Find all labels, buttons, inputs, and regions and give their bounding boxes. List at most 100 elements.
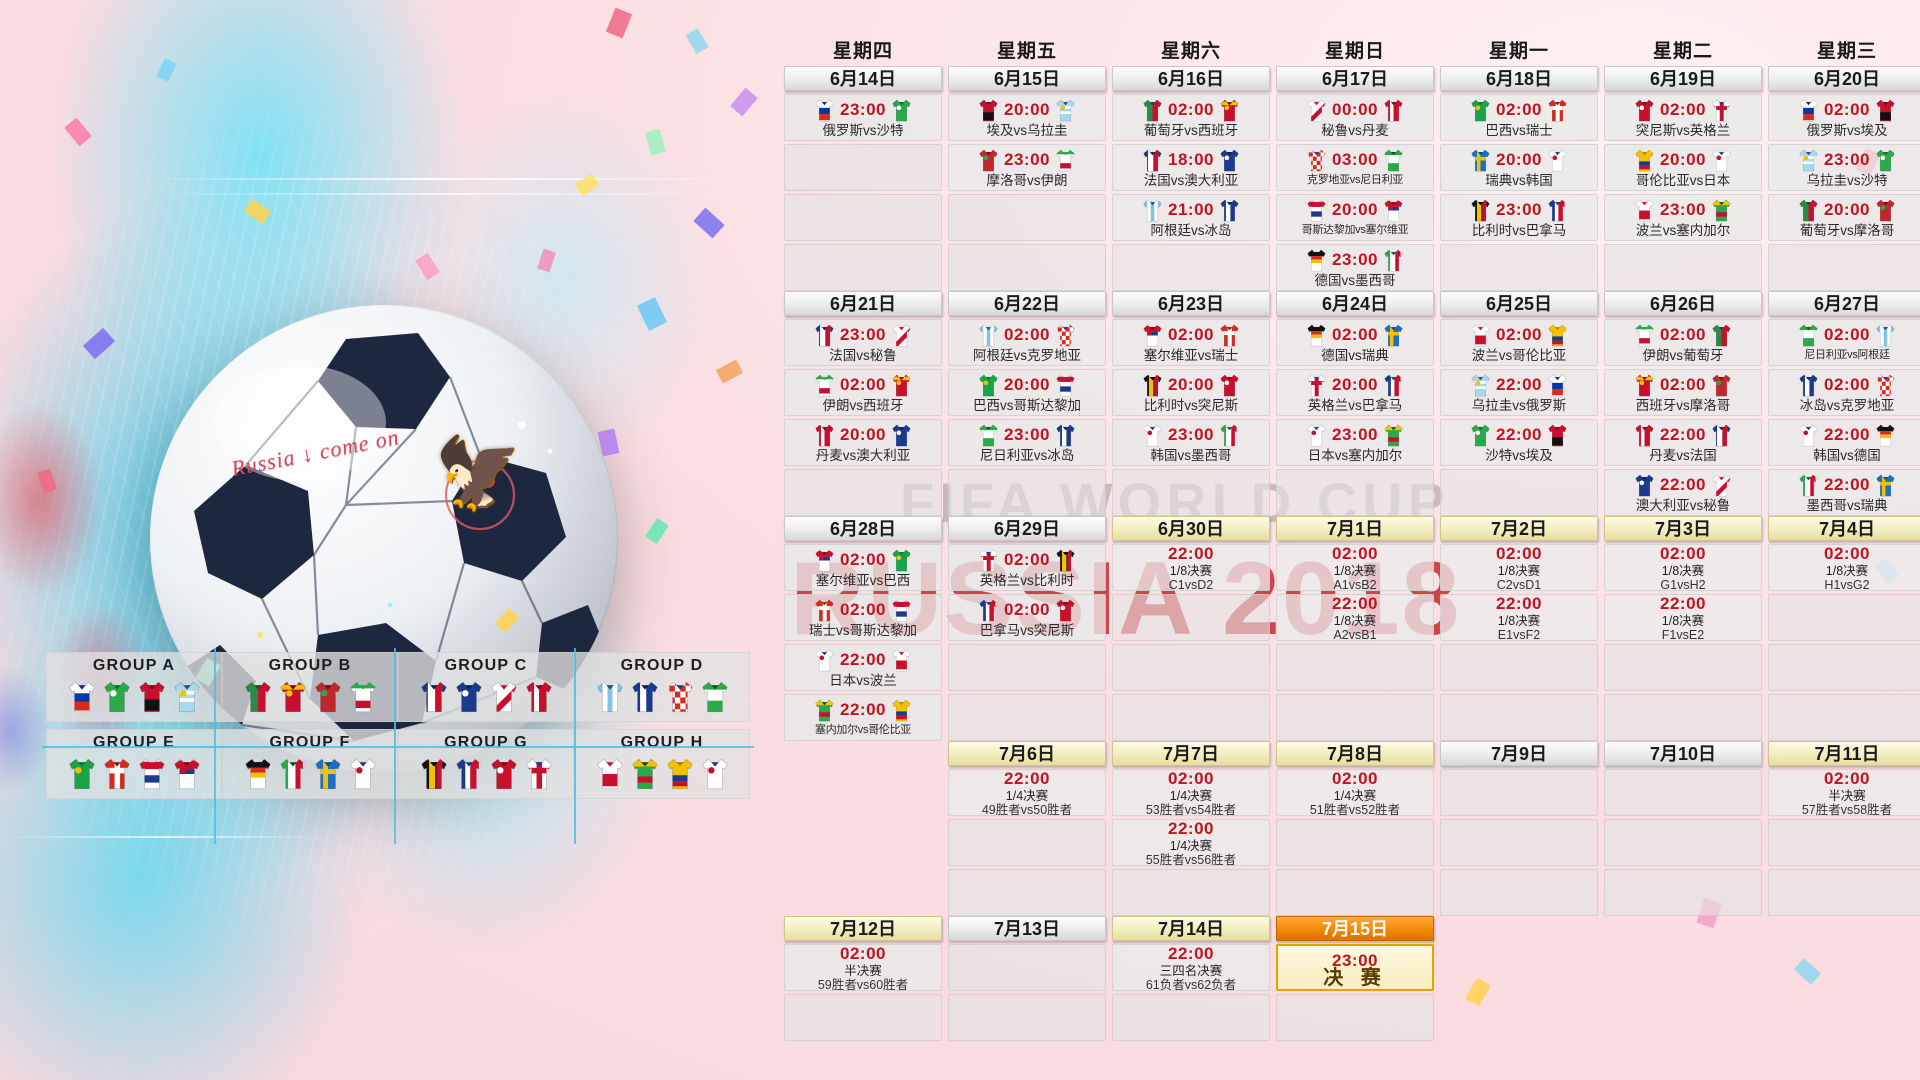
group-match[interactable]: 02:00 葡萄牙vs西班牙 bbox=[1112, 94, 1270, 141]
group-match[interactable]: 18:00 法国vs澳大利亚 bbox=[1112, 144, 1270, 191]
knockout-match[interactable]: 23:00 决 赛 bbox=[1276, 944, 1434, 991]
date-label-7月2日[interactable]: 7月2日 bbox=[1440, 516, 1598, 541]
group-box-group-e[interactable]: GROUP E bbox=[46, 729, 222, 799]
group-match[interactable]: 23:00 尼日利亚vs冰岛 bbox=[948, 419, 1106, 466]
date-label-6月23日[interactable]: 6月23日 bbox=[1112, 291, 1270, 316]
group-match[interactable]: 23:00 波兰vs塞内加尔 bbox=[1604, 194, 1762, 241]
date-label-6月15日[interactable]: 6月15日 bbox=[948, 66, 1106, 91]
group-match[interactable]: 23:00 德国vs墨西哥 bbox=[1276, 244, 1434, 291]
date-label-7月11日[interactable]: 7月11日 bbox=[1768, 741, 1920, 766]
group-box-group-b[interactable]: GROUP B bbox=[222, 652, 398, 722]
date-label-7月12日[interactable]: 7月12日 bbox=[784, 916, 942, 941]
group-match[interactable]: 02:00 塞尔维亚vs巴西 bbox=[784, 544, 942, 591]
group-match[interactable]: 02:00 西班牙vs摩洛哥 bbox=[1604, 369, 1762, 416]
group-match[interactable]: 02:00 伊朗vs西班牙 bbox=[784, 369, 942, 416]
date-label-7月14日[interactable]: 7月14日 bbox=[1112, 916, 1270, 941]
group-match[interactable]: 22:00 韩国vs德国 bbox=[1768, 419, 1920, 466]
knockout-match[interactable]: 02:00 1/4决赛 51胜者vs52胜者 bbox=[1276, 769, 1434, 817]
group-match[interactable]: 22:00 墨西哥vs瑞典 bbox=[1768, 469, 1920, 516]
date-label-6月17日[interactable]: 6月17日 bbox=[1276, 66, 1434, 91]
knockout-match[interactable]: 02:00 1/8决赛 C2vsD1 bbox=[1440, 544, 1598, 592]
date-label-6月16日[interactable]: 6月16日 bbox=[1112, 66, 1270, 91]
date-label-6月27日[interactable]: 6月27日 bbox=[1768, 291, 1920, 316]
date-label-7月3日[interactable]: 7月3日 bbox=[1604, 516, 1762, 541]
date-label-6月20日[interactable]: 6月20日 bbox=[1768, 66, 1920, 91]
knockout-match[interactable]: 22:00 三四名决赛 61负者vs62负者 bbox=[1112, 944, 1270, 992]
date-label-6月24日[interactable]: 6月24日 bbox=[1276, 291, 1434, 316]
group-match[interactable]: 02:00 波兰vs哥伦比亚 bbox=[1440, 319, 1598, 366]
knockout-match[interactable]: 22:00 1/8决赛 E1vsF2 bbox=[1440, 594, 1598, 642]
group-match[interactable]: 20:00 葡萄牙vs摩洛哥 bbox=[1768, 194, 1920, 241]
group-match[interactable]: 23:00 法国vs秘鲁 bbox=[784, 319, 942, 366]
date-label-6月14日[interactable]: 6月14日 bbox=[784, 66, 942, 91]
group-match[interactable]: 23:00 比利时vs巴拿马 bbox=[1440, 194, 1598, 241]
group-match[interactable]: 02:00 巴拿马vs突尼斯 bbox=[948, 594, 1106, 641]
date-label-7月13日[interactable]: 7月13日 bbox=[948, 916, 1106, 941]
group-match[interactable]: 23:00 韩国vs墨西哥 bbox=[1112, 419, 1270, 466]
date-label-6月29日[interactable]: 6月29日 bbox=[948, 516, 1106, 541]
group-box-group-d[interactable]: GROUP D bbox=[574, 652, 750, 722]
date-label-7月7日[interactable]: 7月7日 bbox=[1112, 741, 1270, 766]
group-match[interactable]: 20:00 哥伦比亚vs日本 bbox=[1604, 144, 1762, 191]
group-match[interactable]: 21:00 阿根廷vs冰岛 bbox=[1112, 194, 1270, 241]
date-label-7月8日[interactable]: 7月8日 bbox=[1276, 741, 1434, 766]
group-match[interactable]: 22:00 乌拉圭vs俄罗斯 bbox=[1440, 369, 1598, 416]
group-match[interactable]: 03:00 克罗地亚vs尼日利亚 bbox=[1276, 144, 1434, 191]
knockout-match[interactable]: 22:00 1/4决赛 55胜者vs56胜者 bbox=[1112, 819, 1270, 867]
date-label-7月1日[interactable]: 7月1日 bbox=[1276, 516, 1434, 541]
group-match[interactable]: 23:00 乌拉圭vs沙特 bbox=[1768, 144, 1920, 191]
group-match[interactable]: 02:00 巴西vs瑞士 bbox=[1440, 94, 1598, 141]
group-match[interactable]: 02:00 尼日利亚vs阿根廷 bbox=[1768, 319, 1920, 366]
group-match[interactable]: 02:00 突尼斯vs英格兰 bbox=[1604, 94, 1762, 141]
group-match[interactable]: 02:00 英格兰vs比利时 bbox=[948, 544, 1106, 591]
group-match[interactable]: 23:00 日本vs塞内加尔 bbox=[1276, 419, 1434, 466]
knockout-match[interactable]: 02:00 1/4决赛 53胜者vs54胜者 bbox=[1112, 769, 1270, 817]
group-match[interactable]: 22:00 沙特vs埃及 bbox=[1440, 419, 1598, 466]
group-match[interactable]: 20:00 哥斯达黎加vs塞尔维亚 bbox=[1276, 194, 1434, 241]
group-box-group-a[interactable]: GROUP A bbox=[46, 652, 222, 722]
group-match[interactable]: 22:00 塞内加尔vs哥伦比亚 bbox=[784, 694, 942, 741]
date-label-6月30日[interactable]: 6月30日 bbox=[1112, 516, 1270, 541]
group-match[interactable]: 02:00 瑞士vs哥斯达黎加 bbox=[784, 594, 942, 641]
date-label-7月10日[interactable]: 7月10日 bbox=[1604, 741, 1762, 766]
group-match[interactable]: 02:00 塞尔维亚vs瑞士 bbox=[1112, 319, 1270, 366]
group-box-group-f[interactable]: GROUP F bbox=[222, 729, 398, 799]
knockout-match[interactable]: 22:00 1/4决赛 49胜者vs50胜者 bbox=[948, 769, 1106, 817]
group-match[interactable]: 20:00 英格兰vs巴拿马 bbox=[1276, 369, 1434, 416]
date-label-7月6日[interactable]: 7月6日 bbox=[948, 741, 1106, 766]
group-match[interactable]: 22:00 日本vs波兰 bbox=[784, 644, 942, 691]
knockout-match[interactable]: 22:00 1/8决赛 C1vsD2 bbox=[1112, 544, 1270, 592]
knockout-match[interactable]: 22:00 1/8决赛 F1vsE2 bbox=[1604, 594, 1762, 642]
date-label-6月18日[interactable]: 6月18日 bbox=[1440, 66, 1598, 91]
knockout-match[interactable]: 02:00 1/8决赛 A1vsB2 bbox=[1276, 544, 1434, 592]
group-match[interactable]: 00:00 秘鲁vs丹麦 bbox=[1276, 94, 1434, 141]
group-match[interactable]: 22:00 澳大利亚vs秘鲁 bbox=[1604, 469, 1762, 516]
group-match[interactable]: 02:00 俄罗斯vs埃及 bbox=[1768, 94, 1920, 141]
date-label-6月22日[interactable]: 6月22日 bbox=[948, 291, 1106, 316]
group-match[interactable]: 02:00 德国vs瑞典 bbox=[1276, 319, 1434, 366]
date-label-7月15日[interactable]: 7月15日 bbox=[1276, 916, 1434, 941]
group-box-group-g[interactable]: GROUP G bbox=[398, 729, 574, 799]
group-match[interactable]: 20:00 比利时vs突尼斯 bbox=[1112, 369, 1270, 416]
group-match[interactable]: 02:00 冰岛vs克罗地亚 bbox=[1768, 369, 1920, 416]
group-match[interactable]: 20:00 埃及vs乌拉圭 bbox=[948, 94, 1106, 141]
group-match[interactable]: 20:00 瑞典vs韩国 bbox=[1440, 144, 1598, 191]
knockout-match[interactable]: 02:00 1/8决赛 G1vsH2 bbox=[1604, 544, 1762, 592]
group-box-group-c[interactable]: GROUP C bbox=[398, 652, 574, 722]
date-label-6月26日[interactable]: 6月26日 bbox=[1604, 291, 1762, 316]
date-label-6月25日[interactable]: 6月25日 bbox=[1440, 291, 1598, 316]
group-match[interactable]: 22:00 丹麦vs法国 bbox=[1604, 419, 1762, 466]
date-label-7月9日[interactable]: 7月9日 bbox=[1440, 741, 1598, 766]
knockout-match[interactable]: 22:00 1/8决赛 A2vsB1 bbox=[1276, 594, 1434, 642]
group-match[interactable]: 02:00 阿根廷vs克罗地亚 bbox=[948, 319, 1106, 366]
knockout-match[interactable]: 02:00 1/8决赛 H1vsG2 bbox=[1768, 544, 1920, 592]
date-label-7月4日[interactable]: 7月4日 bbox=[1768, 516, 1920, 541]
group-match[interactable]: 20:00 巴西vs哥斯达黎加 bbox=[948, 369, 1106, 416]
group-match[interactable]: 23:00 俄罗斯vs沙特 bbox=[784, 94, 942, 141]
date-label-6月21日[interactable]: 6月21日 bbox=[784, 291, 942, 316]
date-label-6月28日[interactable]: 6月28日 bbox=[784, 516, 942, 541]
knockout-match[interactable]: 02:00 半决赛 57胜者vs58胜者 bbox=[1768, 769, 1920, 817]
group-match[interactable]: 20:00 丹麦vs澳大利亚 bbox=[784, 419, 942, 466]
group-match[interactable]: 02:00 伊朗vs葡萄牙 bbox=[1604, 319, 1762, 366]
group-box-group-h[interactable]: GROUP H bbox=[574, 729, 750, 799]
